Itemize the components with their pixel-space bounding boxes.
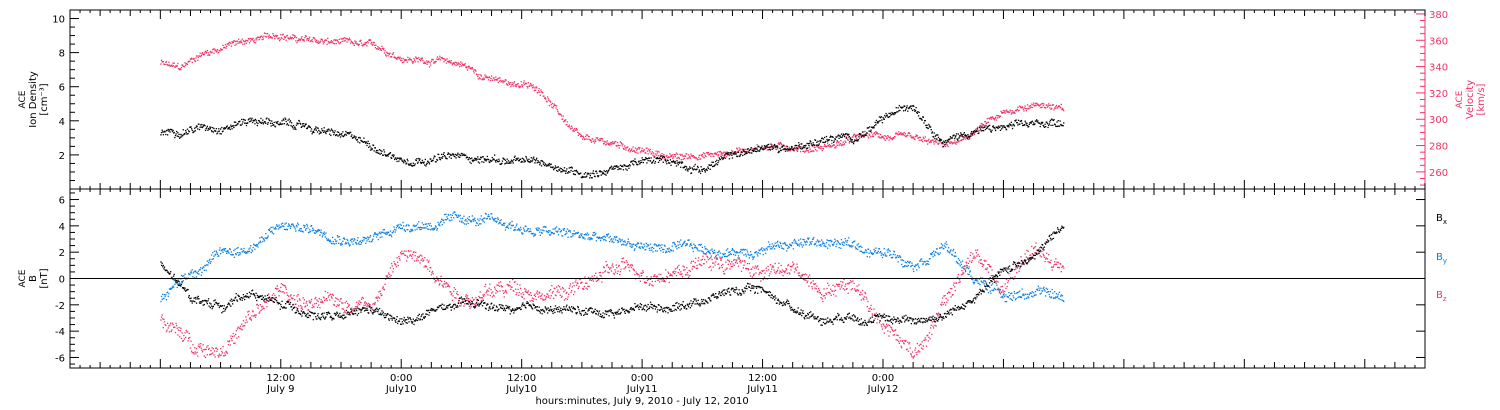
top-left-tick-label: 8: [59, 49, 65, 60]
top-panel-frame: [69, 9, 1426, 190]
density-series: [160, 104, 1065, 179]
x-tick-time-label: 12:00: [507, 373, 536, 384]
legend-item-z: Bz: [1436, 290, 1447, 303]
density-axis-title-line: [cm⁻³]: [39, 83, 50, 115]
x-tick-time-label: 12:00: [748, 373, 777, 384]
x-axis-title: hours:minutes, July 9, 2010 - July 12, 2…: [535, 396, 748, 407]
density-axis-title-line: Ion Density: [28, 71, 39, 128]
top-left-tick-label: 10: [52, 15, 65, 26]
field-axis-title-line: B: [28, 275, 39, 282]
x-tick-date-label: July 9: [266, 384, 295, 395]
x-tick-time-label: 12:00: [266, 373, 295, 384]
x-tick-date-label: July11: [746, 384, 778, 395]
bottom-tick-label: 0: [59, 275, 65, 286]
field-axis-title-line: ACE: [18, 269, 28, 287]
density-axis-title-line: ACE: [18, 90, 28, 108]
top-left-ticks: [70, 18, 79, 190]
x-tick-date-label: July11: [626, 384, 658, 395]
top-right-tick-label: 380: [1429, 10, 1448, 21]
top-right-ticks: [1416, 13, 1425, 186]
bottom-tick-label: -4: [55, 327, 65, 338]
top-right-tick-label: 260: [1429, 168, 1448, 179]
top-right-tick-label: 320: [1429, 89, 1448, 100]
x-tick-date-label: July12: [867, 384, 899, 395]
top-right-tick-label: 300: [1429, 115, 1448, 126]
x-tick-date-label: July10: [385, 384, 417, 395]
top-left-tick-label: 4: [59, 117, 65, 128]
x-tick-date-label: July10: [505, 384, 537, 395]
top-left-tick-label: 6: [59, 83, 65, 94]
field-axis-title: ACE B [nT]: [18, 268, 50, 288]
field-axis-title-line: [nT]: [39, 268, 50, 288]
velocity-axis-title: ACE Velocity [km/s]: [1455, 80, 1487, 119]
x-tick-time-label: 0:00: [872, 373, 894, 384]
x-tick-time-label: 0:00: [631, 373, 653, 384]
bottom-tick-label: 2: [59, 248, 65, 259]
bottom-left-ticks: [70, 192, 1425, 365]
top-right-tick-label: 280: [1429, 142, 1448, 153]
bottom-tick-label: 4: [59, 222, 65, 233]
x-tick-time-label: 0:00: [390, 373, 412, 384]
bottom-tick-label: -2: [55, 301, 65, 312]
velocity-series: [160, 32, 1065, 161]
bz-series: [160, 242, 1065, 359]
x-ticks: [69, 10, 1426, 368]
top-right-tick-label: 360: [1429, 36, 1448, 47]
legend-item-y: By: [1436, 252, 1447, 265]
density-axis-title: ACE Ion Density [cm⁻³]: [18, 71, 50, 128]
top-left-tick-label: 2: [59, 151, 65, 162]
velocity-axis-title-line: ACE: [1455, 90, 1465, 108]
bottom-tick-label: 6: [59, 196, 65, 207]
top-right-tick-label: 340: [1429, 63, 1448, 74]
legend-item-x: Bx: [1436, 213, 1447, 226]
bx-series: [160, 225, 1065, 326]
velocity-axis-title-line: Velocity: [1465, 80, 1476, 119]
velocity-axis-title-line: [km/s]: [1476, 83, 1487, 115]
by-series: [160, 211, 1065, 303]
bottom-tick-label: -6: [55, 353, 65, 364]
